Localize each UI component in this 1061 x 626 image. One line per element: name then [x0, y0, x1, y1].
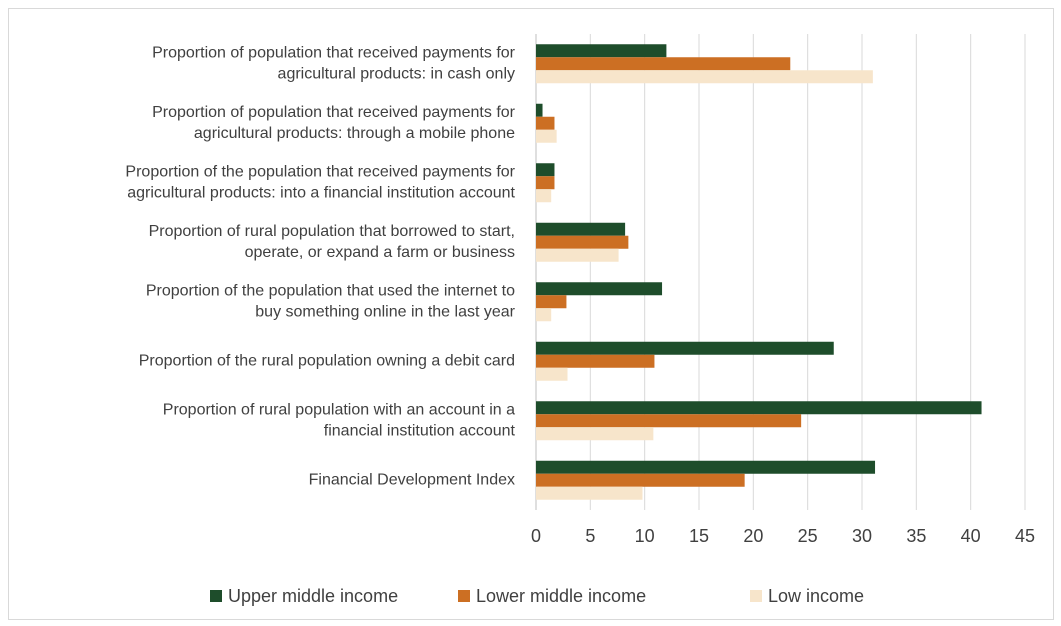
- y-tick-label: Proportion of population that received p…: [152, 44, 516, 82]
- y-tick-label-line: Proportion of population that received p…: [152, 104, 516, 121]
- y-tick-label: Financial Development Index: [309, 471, 515, 488]
- x-tick-label: 20: [743, 526, 763, 546]
- bar: [536, 460, 876, 474]
- legend-swatch: [458, 590, 470, 602]
- bar: [536, 57, 791, 71]
- y-tick-label-line: Proportion of the population that receiv…: [125, 163, 515, 180]
- bar: [536, 308, 552, 322]
- y-tick-label: Proportion of rural population with an a…: [163, 401, 516, 439]
- y-tick-label-line: Proportion of population that received p…: [152, 44, 516, 61]
- y-tick-label-line: buy something online in the last year: [255, 303, 515, 320]
- bar: [536, 486, 643, 500]
- bar: [536, 222, 626, 236]
- bar: [536, 473, 745, 487]
- bar: [536, 367, 568, 381]
- x-tick-label: 10: [635, 526, 655, 546]
- y-tick-label: Proportion of the population that receiv…: [125, 163, 515, 201]
- x-tick-label: 35: [906, 526, 926, 546]
- legend-label: Lower middle income: [476, 586, 646, 606]
- y-tick-label-line: agricultural products: through a mobile …: [194, 125, 515, 142]
- x-tick-label: 25: [798, 526, 818, 546]
- y-tick-label: Proportion of the rural population ownin…: [139, 352, 515, 369]
- y-tick-label-line: Financial Development Index: [309, 471, 515, 488]
- bar: [536, 354, 655, 368]
- y-tick-label-line: Proportion of rural population with an a…: [163, 401, 515, 418]
- bar: [536, 103, 543, 117]
- y-tick-label-line: Proportion of rural population that borr…: [149, 223, 515, 240]
- y-tick-label-line: financial institution account: [324, 422, 516, 439]
- y-tick-label: Proportion of rural population that borr…: [149, 223, 515, 261]
- x-tick-label: 40: [961, 526, 981, 546]
- x-tick-label: 30: [852, 526, 872, 546]
- bar: [536, 341, 834, 355]
- y-tick-label-line: agricultural products: in cash only: [278, 65, 515, 82]
- bar: [536, 282, 663, 296]
- legend-swatch: [750, 590, 762, 602]
- bar: [536, 70, 873, 84]
- bar: [536, 401, 982, 415]
- x-tick-label: 5: [585, 526, 595, 546]
- bar: [536, 176, 555, 190]
- y-tick-label-line: Proportion of the population that used t…: [146, 282, 515, 299]
- bar: [536, 248, 619, 262]
- y-tick-label-line: agricultural products: into a financial …: [127, 184, 515, 201]
- chart-border: [8, 8, 1054, 620]
- x-tick-label: 15: [689, 526, 709, 546]
- x-tick-label: 45: [1015, 526, 1035, 546]
- bar: [536, 295, 567, 309]
- bar: [536, 235, 629, 249]
- bar: [536, 44, 667, 58]
- bar: [536, 414, 802, 428]
- bar: [536, 427, 654, 441]
- bar: [536, 189, 552, 203]
- y-tick-label: Proportion of the population that used t…: [146, 282, 516, 320]
- legend-label: Upper middle income: [228, 586, 398, 606]
- y-tick-label-line: operate, or expand a farm or business: [245, 244, 515, 261]
- x-tick-label: 0: [531, 526, 541, 546]
- legend-swatch: [210, 590, 222, 602]
- bar: [536, 163, 555, 177]
- y-tick-label-line: Proportion of the rural population ownin…: [139, 352, 515, 369]
- y-tick-label: Proportion of population that received p…: [152, 104, 516, 142]
- legend-label: Low income: [768, 586, 864, 606]
- bar: [536, 129, 557, 143]
- bar: [536, 116, 555, 130]
